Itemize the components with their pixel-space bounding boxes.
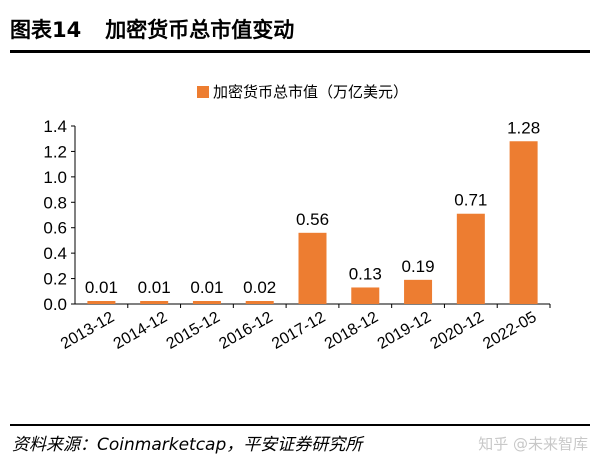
bar <box>404 279 433 304</box>
bar-value-label: 0.71 <box>454 191 487 210</box>
x-category-label: 2018-12 <box>322 309 381 353</box>
x-category-label: 2020-12 <box>427 309 486 353</box>
bar <box>456 213 485 304</box>
bar-value-label: 1.28 <box>507 118 540 137</box>
y-tick-label: 0.4 <box>43 244 67 263</box>
y-tick-label: 0.0 <box>43 295 67 314</box>
y-tick-label: 1.2 <box>43 142 67 161</box>
bar-value-label: 0.56 <box>296 210 329 229</box>
watermark: 知乎 @未来智库 <box>478 435 588 453</box>
x-category-label: 2015-12 <box>164 309 223 353</box>
legend-swatch <box>197 86 209 98</box>
figure-title-row: 图表14 加密货币总市值变动 <box>10 12 590 46</box>
bar <box>140 301 169 304</box>
x-category-label: 2014-12 <box>111 309 170 353</box>
source-note: 资料来源：Coinmarketcap，平安证券研究所 <box>12 435 363 455</box>
bar <box>87 301 116 304</box>
bar <box>192 301 221 304</box>
y-tick-label: 1.4 <box>43 117 67 136</box>
x-category-label: 2019-12 <box>375 309 434 353</box>
x-category-label: 2016-12 <box>216 309 275 353</box>
y-tick-label: 0.2 <box>43 270 67 289</box>
x-category-label: 2013-12 <box>58 309 117 353</box>
bar-value-label: 0.02 <box>243 278 276 297</box>
y-tick-label: 0.8 <box>43 193 67 212</box>
bar <box>298 232 327 304</box>
legend-label: 加密货币总市值（万亿美元） <box>213 83 408 101</box>
bar-value-label: 0.01 <box>138 278 171 297</box>
bar-value-label: 0.19 <box>402 257 435 276</box>
bar <box>351 287 380 304</box>
x-category-label: 2022-05 <box>480 309 539 353</box>
y-tick-label: 1.0 <box>43 168 67 187</box>
bar-chart: 加密货币总市值（万亿美元） 0.0 0.2 0.4 0.6 0.8 1.0 1.2 1.4 0.0… <box>43 83 551 353</box>
bar-value-label: 0.13 <box>349 264 382 283</box>
bar-value-label: 0.01 <box>85 278 118 297</box>
bar <box>509 141 538 304</box>
figure-title: 加密货币总市值变动 <box>105 18 295 42</box>
x-category-label: 2017-12 <box>269 309 328 353</box>
bar-value-label: 0.01 <box>190 278 223 297</box>
y-tick-label: 0.6 <box>43 219 67 238</box>
top-divider <box>10 50 590 53</box>
bottom-divider <box>10 424 590 426</box>
bar <box>245 301 274 304</box>
figure-number: 图表14 <box>10 18 82 42</box>
